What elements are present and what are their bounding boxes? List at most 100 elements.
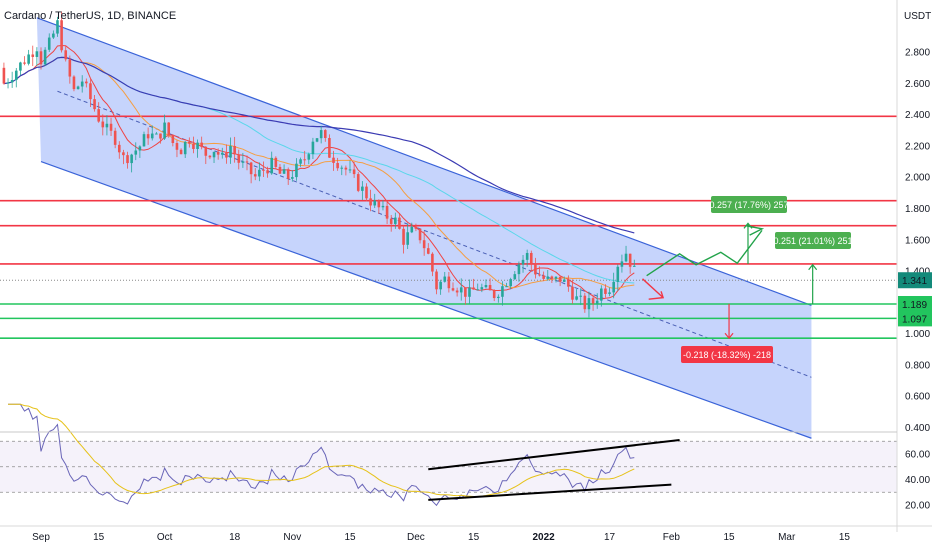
y-tick-label: 2.400 [905,110,930,121]
candle-body [497,296,500,299]
y-tick-label: 0.800 [905,360,930,371]
candle-body [286,169,290,179]
measure-box [775,232,851,249]
candle-body [60,20,63,51]
candle-body [80,81,84,87]
candle-body [76,86,80,90]
candle-body [150,133,154,139]
candle-body [628,253,632,267]
y-tick-label: 1.600 [905,235,930,246]
candle-body [163,122,166,139]
candle-body [542,275,545,279]
measure-arrowhead [724,332,734,340]
candle-body [229,145,232,158]
x-tick-label: 15 [723,532,735,543]
candle-body [583,295,587,310]
price-tag-bg [898,272,932,289]
candle-body [220,152,224,155]
candle-body [2,67,6,84]
measure-box-label: 0.251 (21.01%) 251 [773,236,852,246]
candle-body [179,149,183,155]
x-tick-label: 18 [229,532,241,543]
candle-body [138,146,142,151]
moving-averages [3,44,635,300]
candle-body [208,155,212,158]
x-tick-label: 17 [604,532,616,543]
candle-body [270,157,274,174]
candle-body [365,186,368,199]
candle-body [348,169,352,171]
price-channel [36,17,812,439]
candle-body [134,150,138,155]
candle-body [595,300,599,304]
y-tick-label: 1.400 [905,267,930,278]
measure-box-label: 0.257 (17.76%) 257 [709,200,788,210]
candle-body [196,142,199,149]
candle-body [361,186,364,191]
candle-body [554,276,558,279]
candle-body [476,289,480,291]
candle-body [332,157,335,163]
candle-body [385,205,389,219]
candle-body [241,161,245,163]
rsi-upper-trendline [428,438,680,471]
candle-body [389,218,393,224]
candle-body [6,82,10,84]
candle-body [142,134,146,147]
candle-body [225,152,228,158]
candle-body [19,62,22,71]
rsi-tick-label: 20.00 [905,501,930,512]
candle-body [517,264,521,275]
candle-body [109,123,113,131]
rsi-signal-line [8,403,635,497]
candle-body [216,151,220,155]
candle-body [64,50,68,60]
candle-body [303,159,306,161]
candle-body [188,141,191,144]
x-tick-label: 15 [839,532,851,543]
candle-body [562,279,566,282]
candle-body [295,163,298,178]
candle-body [113,130,117,145]
candle-body [381,205,385,208]
candle-body [505,286,508,288]
candle-body [93,99,96,110]
candle-body [72,76,76,90]
ma-navy-line [3,56,635,234]
candle-body [237,154,241,163]
candle-body [600,288,603,301]
candle-body [146,134,150,139]
candle-body [126,155,129,164]
candle-body [418,228,422,241]
candle-body [56,20,59,34]
x-tick-label: 15 [344,532,356,543]
bearish-path [642,278,664,299]
candle-body [369,198,372,206]
x-tick-label: 2022 [533,532,556,543]
candle-body [398,217,401,229]
channel-lower-line [40,161,812,439]
candle-body [356,174,360,191]
candle-body [455,290,459,293]
candle-body [155,133,158,135]
candle-body [538,274,541,276]
candles [2,11,636,318]
x-tick-label: Sep [32,532,50,543]
x-tick-label: 15 [468,532,480,543]
candle-body [377,200,381,208]
candle-body [101,121,105,128]
candle-body [192,143,195,149]
x-tick-label: Nov [283,532,301,543]
candle-body [85,81,88,84]
candle-body [373,200,377,206]
candle-body [480,287,484,290]
candle-body [159,133,162,139]
candle-body [394,217,397,224]
price-tag-bg [898,295,932,312]
candle-body [484,285,488,288]
candle-body [525,252,529,260]
candle-body [245,161,249,163]
bearish-arrowhead [648,291,665,300]
